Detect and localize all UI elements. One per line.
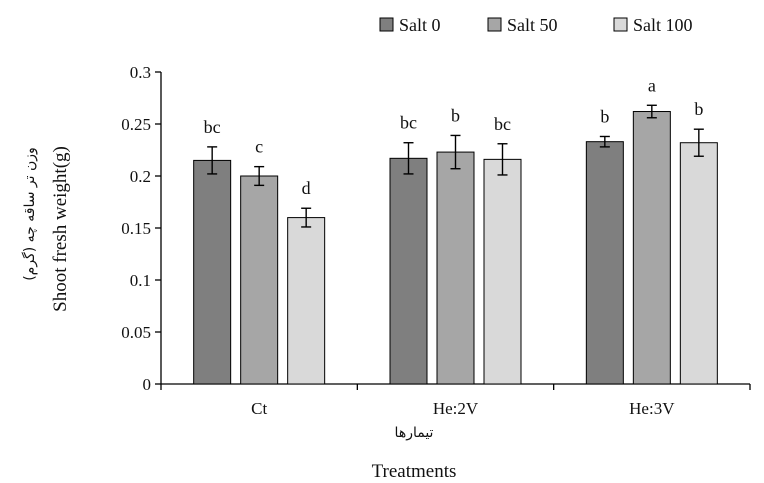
- y-axis-title-persian: وزن تر ساقه چه (گرم): [21, 147, 38, 281]
- legend-label: Salt 0: [399, 15, 441, 35]
- significance-label: bc: [494, 114, 511, 134]
- legend-swatch: [379, 17, 394, 32]
- x-axis-title: Treatments: [372, 461, 457, 482]
- legend-label: Salt 50: [507, 15, 558, 35]
- significance-label: b: [600, 106, 609, 126]
- legend-swatch: [613, 17, 628, 32]
- y-axis-title: Shoot fresh weight(g): [50, 146, 71, 312]
- y-tick-label: 0.1: [130, 271, 151, 290]
- bar: [240, 175, 279, 385]
- bar: [193, 159, 232, 385]
- legend-swatch: [487, 17, 502, 32]
- bar: [632, 111, 671, 385]
- x-tick-label: He:3V: [629, 399, 675, 418]
- significance-label: a: [648, 75, 656, 95]
- bar: [483, 158, 522, 385]
- bar: [389, 157, 428, 385]
- y-tick-label: 0.15: [121, 219, 151, 238]
- bar: [585, 141, 624, 385]
- y-tick-label: 0.25: [121, 115, 151, 134]
- bar: [436, 151, 475, 385]
- significance-label: b: [694, 99, 703, 119]
- legend-label: Salt 100: [633, 15, 693, 35]
- significance-label: bc: [400, 113, 417, 133]
- x-tick-label: Ct: [251, 399, 267, 418]
- x-axis-title-persian: تیمارها: [395, 425, 434, 441]
- y-tick-label: 0.3: [130, 63, 151, 82]
- significance-label: d: [302, 178, 311, 198]
- bar: [287, 217, 326, 385]
- bar: [679, 142, 718, 385]
- significance-label: c: [255, 137, 263, 157]
- significance-label: bc: [204, 117, 221, 137]
- y-tick-label: 0.05: [121, 323, 151, 342]
- y-tick-label: 0.2: [130, 167, 151, 186]
- x-tick-label: He:2V: [433, 399, 479, 418]
- significance-label: b: [451, 105, 460, 125]
- y-tick-label: 0: [143, 375, 152, 394]
